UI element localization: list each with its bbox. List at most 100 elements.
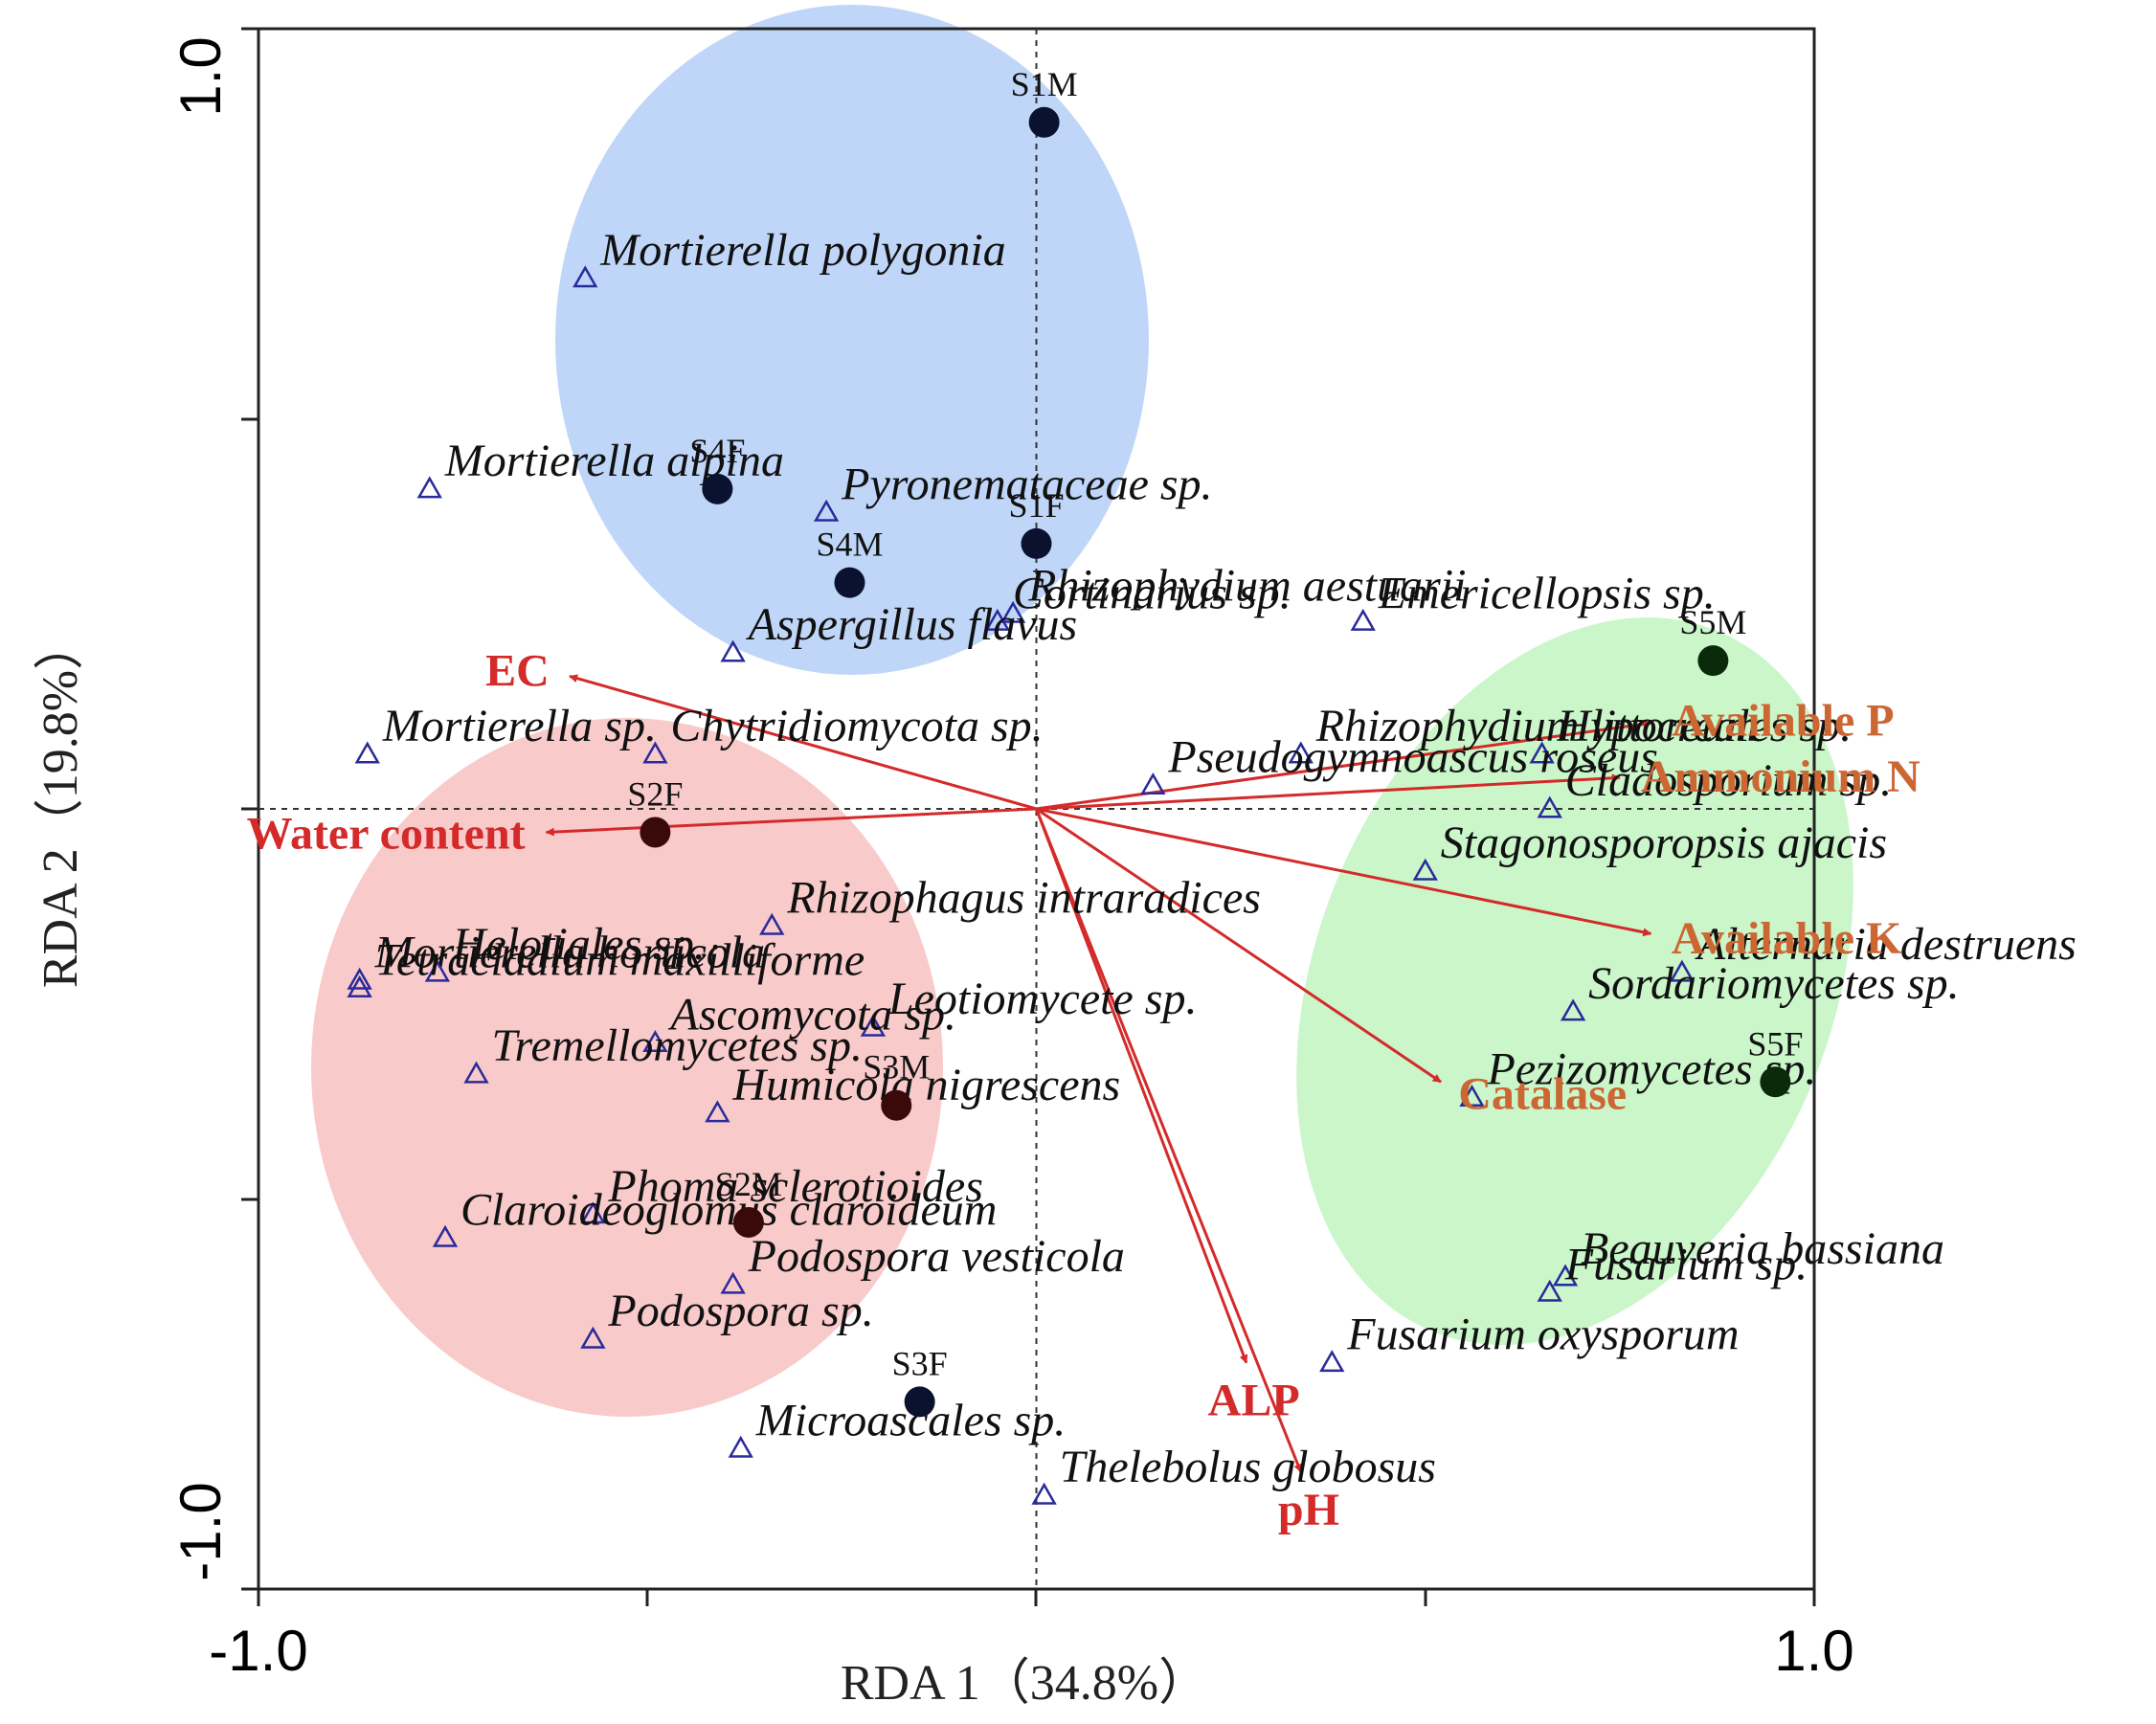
y-tick-label-min: -1.0 xyxy=(168,1482,233,1580)
species-label-emericellopsis-sp: Emericellopsis sp. xyxy=(1378,568,1716,618)
vector-label-alp: ALP xyxy=(1208,1376,1300,1426)
species-label-beauveria-bassiana: Beauveria bassiana xyxy=(1581,1223,1944,1274)
species-label-mortierella-sp: Mortierella sp. xyxy=(382,701,657,751)
species-marker-podospora-sp xyxy=(580,1326,606,1349)
species-marker-humicola-nigrescens xyxy=(705,1100,730,1123)
species-label-rhizophydium-aestuarii: Rhizophydium aestuarii xyxy=(1027,560,1466,611)
species-marker-leotiomycete-sp xyxy=(860,1014,887,1037)
species-marker-alternaria-destruens xyxy=(1669,959,1696,982)
species-marker-rhizophydium-littoreum xyxy=(1288,741,1314,764)
species-marker-microascales-sp xyxy=(728,1435,753,1458)
vector-arrow-catalase xyxy=(1035,807,1442,1084)
species-marker-beauveria-bassiana xyxy=(1552,1264,1579,1287)
y-axis xyxy=(241,27,258,1591)
sample-marker-s1f xyxy=(1021,527,1052,559)
species-label-thelebolus-globosus: Thelebolus globosus xyxy=(1060,1442,1436,1492)
sample-label-s1m: S1M xyxy=(1011,65,1078,103)
sample-label-s4f: S4F xyxy=(689,432,745,470)
species-label-podospora-vesticola: Podospora vesticola xyxy=(748,1231,1125,1282)
species-marker-mortierella-polygonia xyxy=(573,265,598,288)
species-label-stagonosporopsis-ajacis: Stagonosporopsis ajacis xyxy=(1441,817,1887,868)
species-label-claroideoglomus-claroideum: Claroideoglomus claroideum xyxy=(460,1184,997,1235)
sample-marker-s5f xyxy=(1760,1066,1791,1098)
species-label-sordariomycetes-sp: Sordariomycetes sp. xyxy=(1588,958,1960,1009)
species-label-pseudogymnoascus-roseus: Pseudogymnoascus roseus xyxy=(1167,732,1658,783)
species-marker-stagonosporopsis-ajacis xyxy=(1412,858,1438,881)
species-marker-fusarium-sp xyxy=(1537,1279,1562,1302)
sample-label-s4m: S4M xyxy=(816,526,883,564)
species-label-cladosporium-sp: Cladosporium sp. xyxy=(1565,755,1892,806)
species-marker-sordariomycetes-sp xyxy=(1560,998,1586,1021)
vector-arrow-ammonium-n xyxy=(1036,773,1621,811)
species-marker-fusarium-oxysporum xyxy=(1319,1350,1345,1373)
species-label-mortierella-polygonia: Mortierella polygonia xyxy=(599,225,1006,276)
vector-label-ammonium-n: Ammonium N xyxy=(1641,751,1920,802)
species-label-mortierella-horticola: Mortierella horticola xyxy=(374,927,766,977)
group-ellipse-red xyxy=(311,718,943,1417)
species-label-alternaria-destruens: Alternaria destruens xyxy=(1695,919,2077,970)
species-marker-cladosporium-sp xyxy=(1537,795,1562,818)
species-label-pyronemataceae-sp: Pyronemataceae sp. xyxy=(841,459,1212,509)
species-marker-aspergillus-flavus xyxy=(720,639,746,662)
sample-label-s3m: S3M xyxy=(863,1048,930,1086)
species-marker-claroideoglomus-claroideum xyxy=(432,1224,459,1247)
species-marker-pezizomycetes-sp xyxy=(1459,1085,1485,1108)
species-marker-cortinarius-sp xyxy=(984,608,1011,631)
species-label-humicola-nigrescens: Humicola nigrescens xyxy=(731,1060,1120,1110)
vector-label-available-p: Available P xyxy=(1672,695,1894,746)
x-axis-title: RDA 1（34.8%） xyxy=(841,1656,1208,1711)
vector-label-ec: EC xyxy=(485,645,550,696)
y-axis-title: RDA 2（19.8%） xyxy=(34,620,88,988)
sample-points: S1M S1F S4F S4M S2F S2M S3M S3F S5M S5F xyxy=(627,65,1803,1418)
species-label-phoma-sclerotioides: Phoma sclerotioides xyxy=(607,1161,983,1212)
species-label-tetracladium-maxilliforme: Tetracladium maxilliforme xyxy=(375,934,865,985)
sample-marker-s3m xyxy=(881,1089,912,1121)
group-ellipse-blue xyxy=(555,5,1149,675)
species-label-helotiales-sp: Helotiales sp. xyxy=(452,919,706,970)
sample-label-s2m: S2M xyxy=(715,1165,782,1203)
species-marker-tetracladium-maxilliforme xyxy=(347,974,372,997)
sample-label-s2f: S2F xyxy=(627,774,683,813)
sample-marker-s2m xyxy=(732,1206,764,1238)
species-marker-chytridiomycota-sp xyxy=(642,741,668,764)
species-label-fusarium-sp: Fusarium sp. xyxy=(1564,1239,1808,1289)
sample-marker-s5m xyxy=(1697,645,1729,677)
vector-arrow-available-p xyxy=(1036,720,1652,811)
x-axis xyxy=(257,1589,1816,1606)
species-marker-mortierella-horticola xyxy=(347,967,372,990)
species-marker-helotiales-sp xyxy=(424,959,451,982)
vector-label-available-k: Available K xyxy=(1672,913,1901,964)
species-marker-rhizophagus-intraradices xyxy=(759,912,785,935)
species-label-tremellomycetes-sp: Tremellomycetes sp. xyxy=(492,1020,863,1071)
species-marker-podospora-vesticola xyxy=(720,1271,746,1294)
species-label-cortinarius-sp: Cortinarius sp. xyxy=(1013,568,1291,618)
species-label-ascomycota-sp: Ascomycota sp. xyxy=(667,990,956,1041)
species-marker-ascomycota-sp xyxy=(642,1029,668,1052)
species-label-leotiomycete-sp: Leotiomycete sp. xyxy=(887,974,1198,1024)
sample-marker-s4f xyxy=(702,473,733,504)
species-marker-pseudogymnoascus-roseus xyxy=(1140,772,1166,795)
vector-arrow-ph xyxy=(1035,808,1303,1473)
group-ellipse-green xyxy=(1296,617,1853,1345)
sample-label-s1f: S1F xyxy=(1008,486,1064,525)
y-tick-label-max: 1.0 xyxy=(168,36,233,116)
species-marker-phoma-sclerotioides xyxy=(580,1201,606,1224)
species-marker-emericellopsis-sp xyxy=(1350,608,1376,631)
vector-arrow-alp xyxy=(1035,808,1248,1364)
sample-marker-s2f xyxy=(640,817,671,848)
species-label-chytridiomycota-sp: Chytridiomycota sp. xyxy=(670,701,1043,751)
species-marker-hypocreales-sp xyxy=(1529,741,1555,764)
sample-marker-s4m xyxy=(834,567,865,598)
species-label-rhizophydium-littoreum: Rhizophydium littoreum xyxy=(1315,701,1758,751)
species-label-rhizophagus-intraradices: Rhizophagus intraradices xyxy=(786,872,1261,923)
environmental-vectors xyxy=(545,674,1652,1473)
sample-label-s5f: S5F xyxy=(1747,1024,1803,1063)
species-marker-mortierella-sp xyxy=(354,741,380,764)
species-label-aspergillus-flavus: Aspergillus flavus xyxy=(746,599,1078,650)
vector-label-water-content: Water content xyxy=(247,808,526,859)
vector-arrow-water-content xyxy=(545,807,1037,837)
species-marker-rhizophydium-aestuarii xyxy=(999,600,1026,623)
